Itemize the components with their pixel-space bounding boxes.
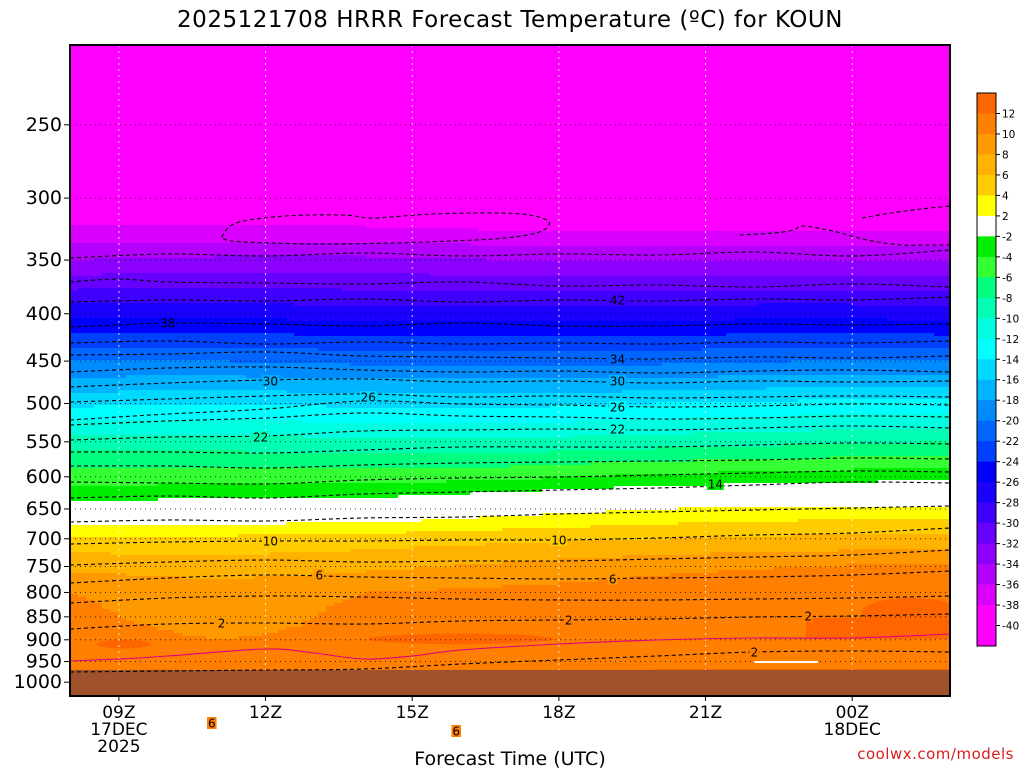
chart-title: 2025121708 HRRR Forecast Temperature (ºC…	[177, 7, 843, 33]
